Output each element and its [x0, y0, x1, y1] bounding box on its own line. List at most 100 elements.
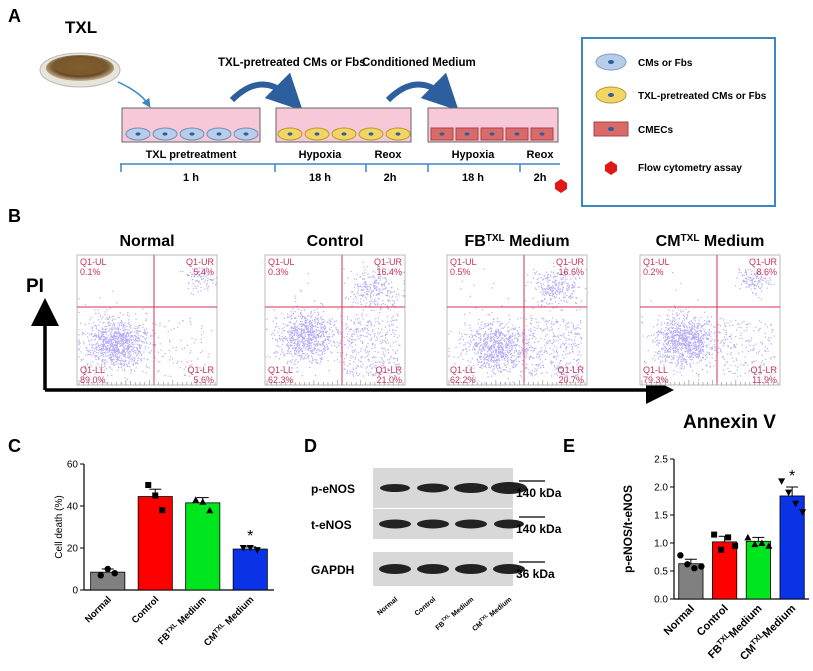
- dot: [374, 287, 376, 289]
- dot: [289, 335, 291, 337]
- dot: [303, 315, 305, 317]
- dot: [539, 356, 541, 358]
- curved-arrow-2: [385, 72, 459, 111]
- label-main: FB: [464, 233, 485, 250]
- dot: [549, 330, 551, 332]
- dot: [553, 262, 555, 264]
- dot: [689, 358, 691, 360]
- dot: [665, 357, 667, 359]
- dot: [348, 341, 350, 343]
- dot: [361, 356, 363, 358]
- nucleus: [439, 132, 445, 136]
- dot: [384, 303, 386, 305]
- dot: [291, 367, 293, 369]
- dot: [558, 297, 560, 299]
- dot: [295, 317, 297, 319]
- dot: [462, 349, 464, 351]
- dot: [321, 331, 323, 333]
- dot: [656, 340, 658, 342]
- dot: [279, 338, 281, 340]
- dot: [480, 344, 482, 347]
- dot: [542, 288, 544, 290]
- dot: [141, 340, 143, 342]
- dot: [110, 345, 112, 347]
- dot: [296, 344, 298, 346]
- dot: [390, 355, 392, 358]
- dot: [319, 357, 321, 359]
- dot: [378, 322, 380, 324]
- dot: [577, 362, 579, 364]
- dot: [325, 347, 327, 349]
- dot: [380, 335, 382, 337]
- dot: [280, 339, 282, 341]
- dot: [672, 319, 674, 321]
- dot: [359, 321, 361, 323]
- dot: [641, 322, 643, 324]
- dot: [120, 339, 122, 341]
- dot: [490, 354, 492, 356]
- dot: [384, 354, 386, 356]
- dot: [91, 339, 93, 341]
- dot: [376, 280, 378, 282]
- dot: [325, 332, 328, 334]
- dot: [128, 340, 130, 342]
- dot: [682, 341, 684, 343]
- dot: [692, 342, 694, 344]
- dot: [566, 272, 568, 274]
- dot: [462, 350, 464, 352]
- dot: [499, 335, 501, 337]
- stage-label-5: Reox: [527, 149, 555, 161]
- dot: [301, 350, 303, 352]
- dot: [556, 290, 559, 292]
- dot: [319, 344, 321, 346]
- dot: [571, 332, 573, 334]
- dot: [109, 346, 112, 348]
- dot: [200, 275, 203, 277]
- dot: [276, 341, 278, 343]
- dot: [551, 328, 553, 330]
- dot: [315, 359, 317, 361]
- dot: [327, 336, 329, 338]
- dot: [655, 337, 657, 339]
- dot: [97, 356, 99, 358]
- dot: [384, 277, 386, 279]
- dot: [480, 355, 482, 357]
- quadrant-value-ul: 0.3%: [268, 267, 289, 277]
- dot: [366, 325, 368, 327]
- dot: [542, 294, 544, 296]
- dot: [105, 351, 107, 353]
- dot: [555, 296, 557, 298]
- dot: [479, 337, 481, 339]
- dot: [332, 334, 334, 336]
- dot: [542, 290, 544, 292]
- dot: [677, 363, 679, 365]
- dot: [686, 343, 688, 345]
- dot: [563, 350, 565, 353]
- dot: [574, 282, 576, 284]
- dot: [498, 346, 500, 348]
- dot: [107, 318, 109, 320]
- dot: [291, 344, 293, 347]
- y-axis-label-pi: PI: [26, 276, 44, 297]
- dot: [509, 347, 511, 349]
- dot: [479, 341, 481, 343]
- dot: [574, 336, 576, 338]
- dot: [105, 353, 107, 355]
- dot: [705, 355, 707, 357]
- dot: [290, 328, 292, 330]
- dot: [110, 363, 112, 365]
- dot: [687, 352, 689, 354]
- dot: [330, 351, 332, 353]
- dot: [536, 356, 538, 358]
- dot: [284, 274, 286, 276]
- dot: [559, 375, 561, 377]
- dot: [193, 276, 195, 278]
- dot: [333, 360, 336, 362]
- dot: [508, 321, 510, 324]
- dot: [292, 331, 294, 333]
- dot: [395, 319, 397, 322]
- dot: [112, 347, 114, 349]
- dot: [491, 330, 493, 332]
- dot: [340, 352, 342, 354]
- dot: [472, 377, 474, 379]
